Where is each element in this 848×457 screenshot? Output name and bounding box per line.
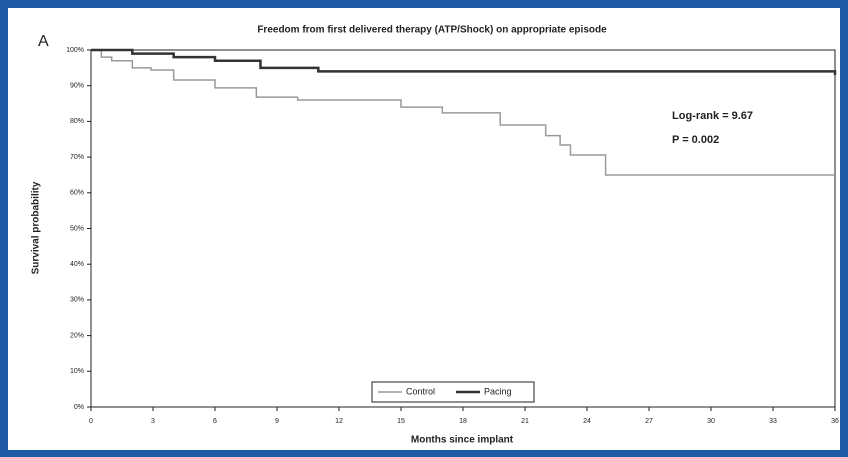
- x-tick-label: 30: [707, 418, 715, 425]
- x-tick-label: 27: [645, 418, 653, 425]
- y-axis-label: Survival probability: [31, 181, 42, 274]
- y-tick-label: 70%: [70, 154, 84, 161]
- x-tick-label: 6: [213, 418, 217, 425]
- x-tick-label: 24: [583, 418, 591, 425]
- legend-label: Control: [406, 386, 435, 396]
- y-tick-label: 0%: [74, 404, 84, 411]
- annotation: P = 0.002: [672, 134, 719, 146]
- x-tick-label: 9: [275, 418, 279, 425]
- x-tick-label: 36: [831, 418, 839, 425]
- y-tick-label: 100%: [66, 47, 84, 54]
- y-tick-label: 40%: [70, 261, 84, 268]
- y-tick-label: 10%: [70, 368, 84, 375]
- y-tick-label: 60%: [70, 190, 84, 197]
- legend: [371, 381, 535, 403]
- x-tick-label: 18: [459, 418, 467, 425]
- y-tick-label: 80%: [70, 118, 84, 125]
- x-tick-label: 15: [397, 418, 405, 425]
- x-axis-label: Months since implant: [411, 435, 514, 446]
- x-tick-label: 33: [769, 418, 777, 425]
- survival-line: [91, 48, 837, 75]
- chart-title: Freedom from first delivered therapy (AT…: [257, 25, 607, 36]
- panel: [8, 8, 840, 450]
- legend-label: Pacing: [484, 386, 512, 396]
- y-tick-label: 90%: [70, 83, 84, 90]
- annotation: Log-rank = 9.67: [672, 110, 753, 122]
- x-tick-label: 0: [89, 418, 93, 425]
- x-tick-label: 21: [521, 418, 529, 425]
- y-tick-label: 20%: [70, 332, 84, 339]
- x-tick-label: 3: [151, 418, 155, 425]
- panel-label: A: [38, 33, 49, 50]
- y-tick-label: 30%: [70, 297, 84, 304]
- x-tick-label: 12: [335, 418, 343, 425]
- survival-line: [91, 49, 835, 176]
- y-tick-label: 50%: [70, 225, 84, 232]
